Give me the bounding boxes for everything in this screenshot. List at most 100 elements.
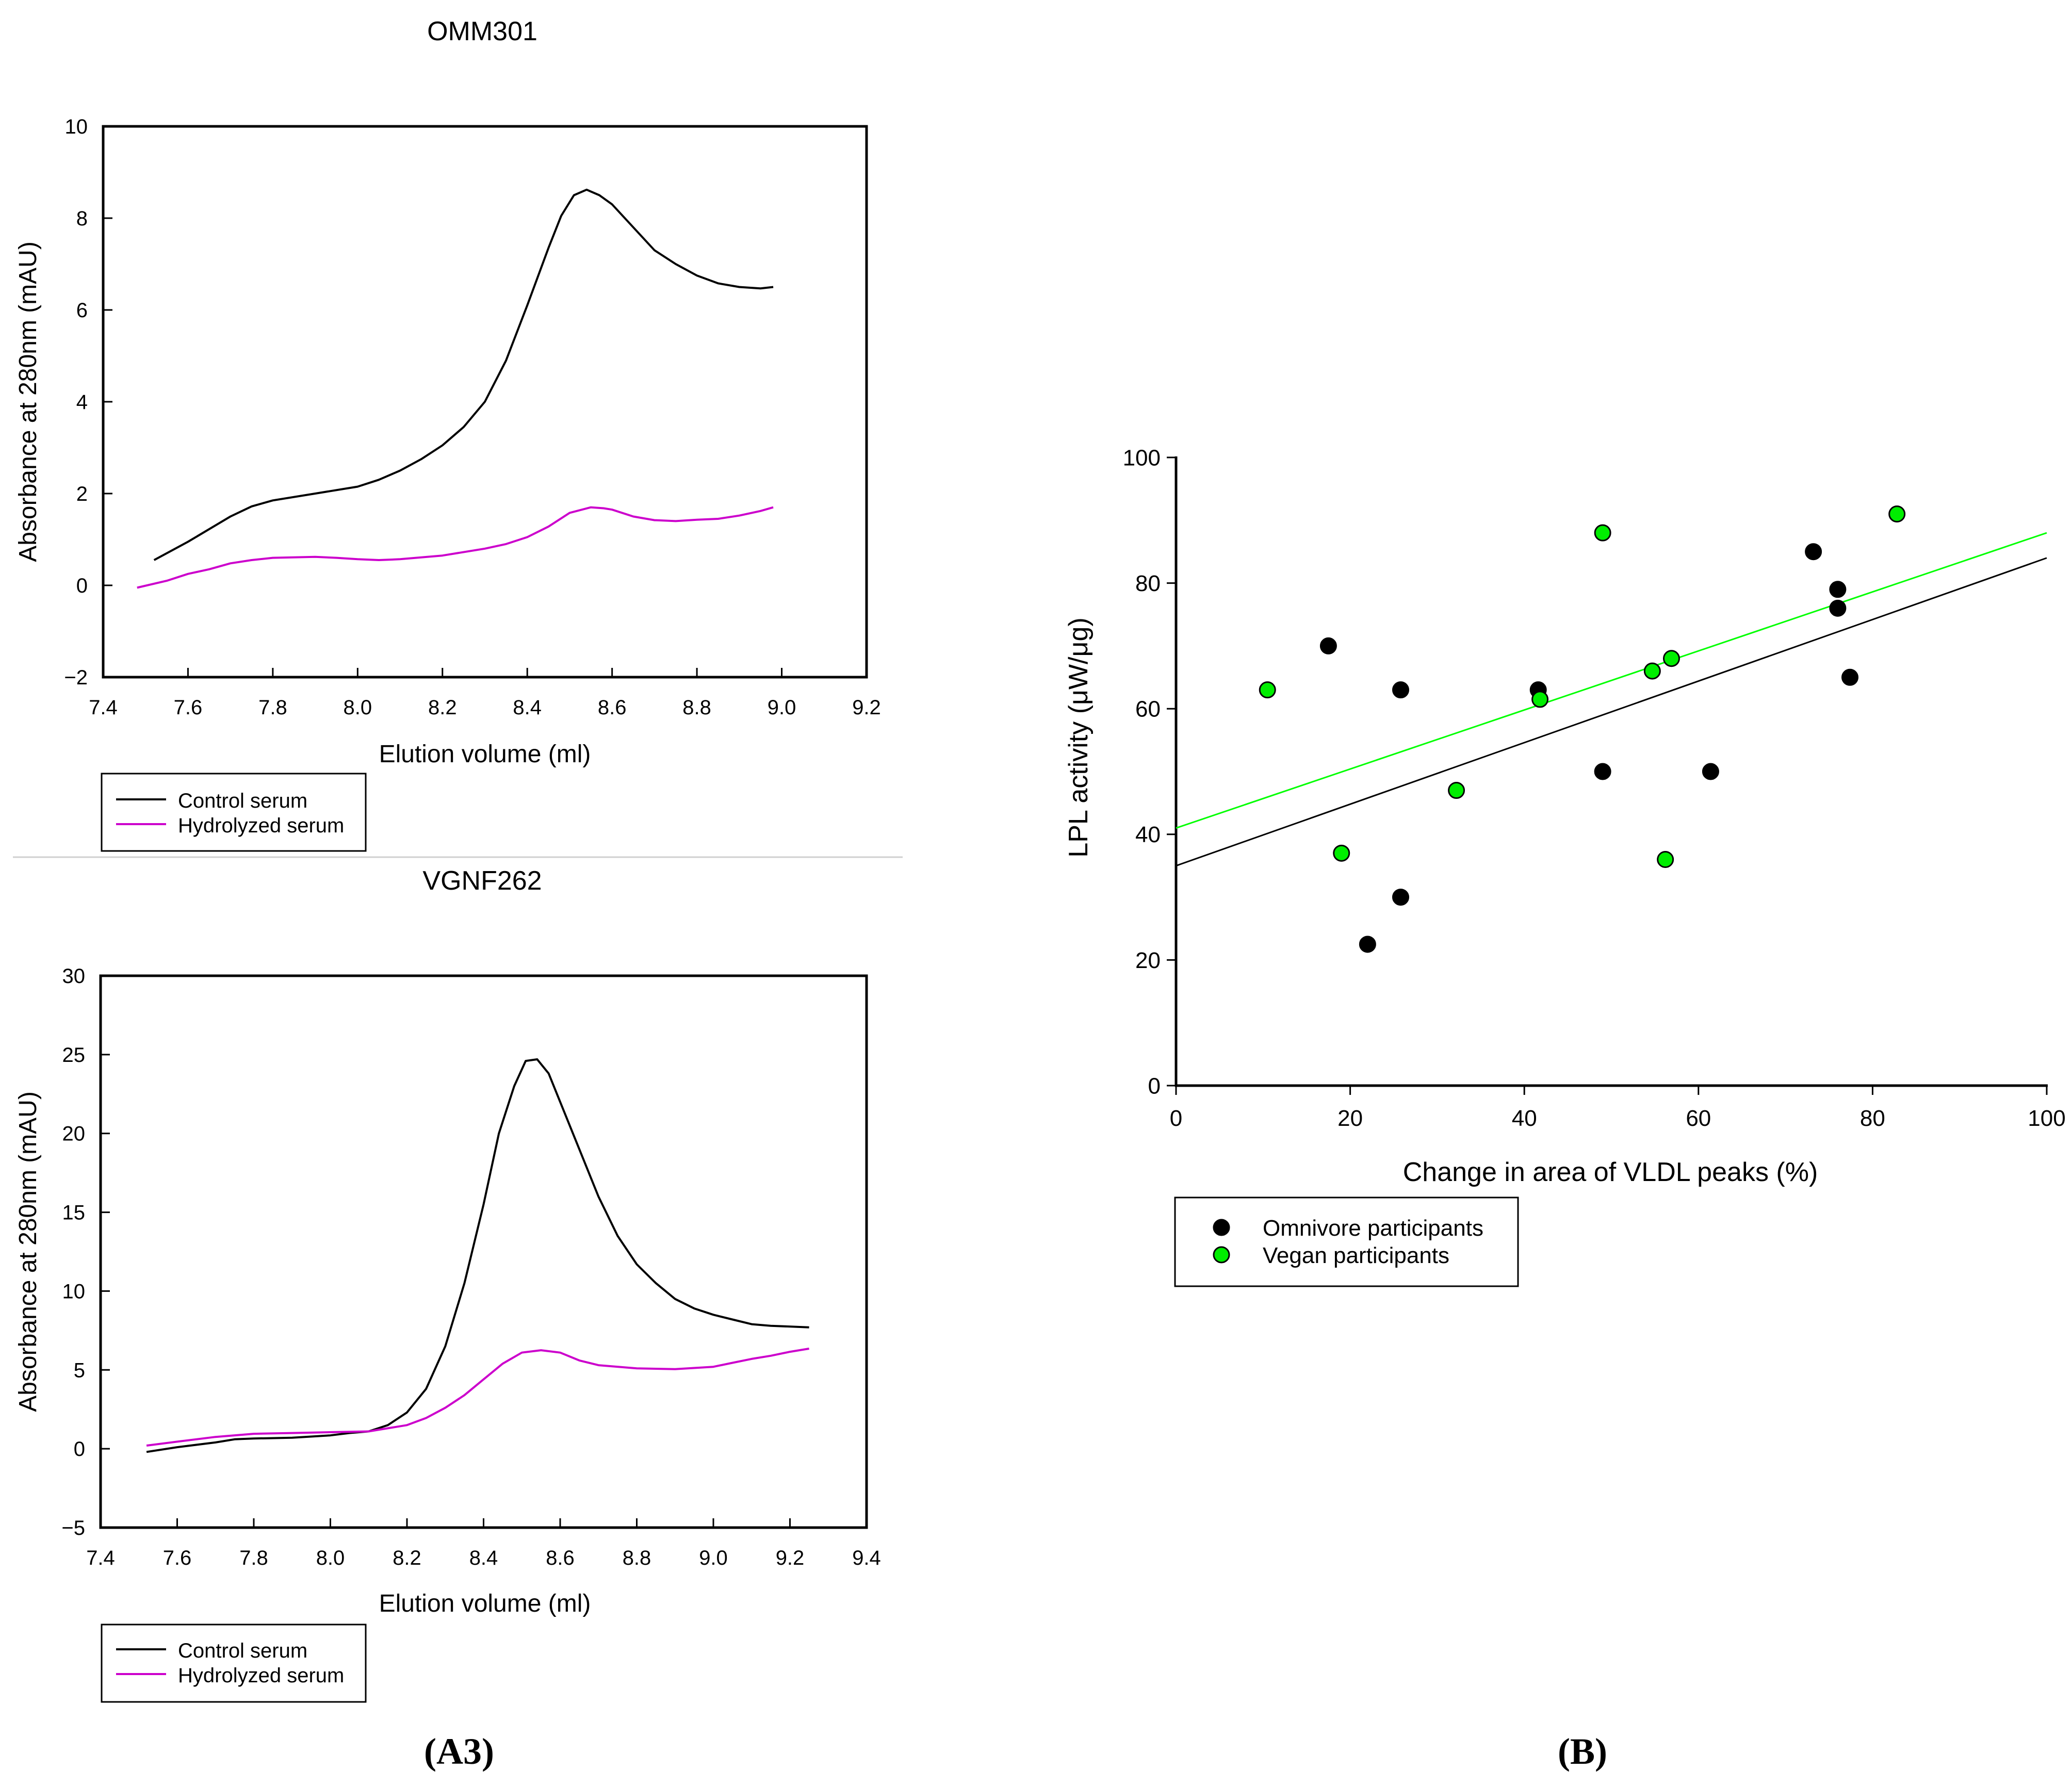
y-tick-label: 80: [1135, 571, 1161, 596]
data-point-vegan: [1448, 782, 1465, 799]
x-tick-label: 8.8: [623, 1547, 651, 1569]
regression-line-omnivore: [1176, 557, 2047, 867]
data-point-vegan: [1333, 844, 1350, 862]
legend-box: [101, 1624, 367, 1703]
x-tick-label: 8.4: [469, 1547, 498, 1569]
y-tick-label: 0: [74, 1438, 85, 1461]
legend-box: [1174, 1196, 1519, 1287]
x-axis: 0 20 40 60 80 100: [1170, 1086, 2066, 1131]
x-tick-label: 8.8: [682, 696, 711, 719]
series-line-hydrolyzed: [146, 1348, 809, 1447]
legend-label-hydrolyzed: Hydrolyzed serum: [178, 1664, 344, 1687]
y-tick-label: 15: [62, 1202, 86, 1224]
chart-title: OMM301: [427, 17, 537, 46]
legend-box: [101, 773, 367, 852]
y-axis-label: LPL activity (μW/μg): [1064, 617, 1094, 857]
x-tick-label: 7.8: [239, 1547, 268, 1569]
x-tick-label: 80: [1860, 1106, 1885, 1131]
plot-lines: [137, 188, 774, 589]
x-tick-label: 8.2: [428, 696, 457, 719]
chart-lpl-scatter: 0 20 40 60 80 100 0 20 40 60 80 100 Change in area…: [1064, 445, 2066, 1287]
regression-line-vegan: [1176, 532, 2047, 829]
x-tick-label: 9.2: [852, 696, 881, 719]
x-tick-label: 60: [1686, 1106, 1711, 1131]
legend-label-omnivore: Omnivore participants: [1263, 1216, 1483, 1241]
x-tick-label: 7.4: [89, 696, 118, 719]
legend-label-vegan: Vegan participants: [1263, 1243, 1449, 1268]
series-line-control: [153, 188, 774, 561]
series-line-control: [146, 1058, 809, 1453]
x-tick-label: 100: [2028, 1106, 2065, 1131]
x-tick-label: 20: [1337, 1106, 1363, 1131]
y-tick-label: 6: [76, 299, 88, 322]
y-axis: −5 0 5 10 15 20 25 30: [61, 965, 110, 1539]
data-point-vegan: [1531, 691, 1549, 708]
x-axis-label: Elution volume (ml): [379, 741, 591, 768]
y-axis: 0 20 40 60 80 100: [1123, 445, 1176, 1099]
y-tick-label: −5: [61, 1517, 85, 1539]
panel-label-a: (A3): [424, 1731, 494, 1772]
x-axis: 7.4 7.6 7.8 8.0 8.2 8.4 8.6 8.8 9.0 9.2: [89, 668, 881, 719]
data-point-omnivore: [1805, 543, 1822, 561]
plot-lines: [146, 1058, 809, 1453]
x-axis: 7.4 7.6 7.8 8.0 8.2 8.4 8.6 8.8 9.0 9.2 9.4: [86, 1518, 881, 1569]
data-point-vegan: [1888, 505, 1906, 523]
data-point-vegan: [1643, 662, 1661, 680]
x-tick-label: 7.4: [86, 1547, 115, 1569]
x-tick-label: 8.6: [546, 1547, 575, 1569]
x-tick-label: 8.2: [393, 1547, 421, 1569]
regression-lines: [1176, 532, 2047, 867]
x-tick-label: 7.6: [163, 1547, 192, 1569]
legend-label-hydrolyzed: Hydrolyzed serum: [178, 814, 344, 837]
data-point-omnivore: [1829, 581, 1847, 598]
x-tick-label: 8.0: [344, 696, 372, 719]
data-point-vegan: [1594, 524, 1611, 542]
data-point-omnivore: [1392, 681, 1410, 699]
y-tick-label: 0: [76, 575, 88, 597]
data-point-omnivore: [1702, 763, 1719, 780]
legend: Control serum Hydrolyzed serum: [101, 773, 367, 852]
plot-frame: [99, 974, 868, 1529]
data-point-omnivore: [1594, 763, 1611, 780]
legend: Control serum Hydrolyzed serum: [101, 1624, 367, 1703]
legend-label-control: Control serum: [178, 790, 307, 812]
x-tick-label: 8.4: [513, 696, 542, 719]
series-line-hydrolyzed: [137, 506, 774, 589]
chart-vgnf262: VGNF262 −5 0 5 10 15 20 25 30 7.4 7.6 7.8 8.0 8.2 8.…: [14, 866, 881, 1703]
x-tick-label: 40: [1512, 1106, 1537, 1131]
y-axis-label: Absorbance at 280nm (mAU): [14, 1091, 42, 1412]
x-tick-label: 9.0: [768, 696, 796, 719]
y-tick-label: 8: [76, 207, 88, 230]
x-tick-label: 8.6: [598, 696, 627, 719]
data-point-omnivore: [1359, 936, 1376, 953]
chart-omm301: OMM301 −2 0 2 4 6 8 10 7.4 7.6 7.8 8.0 8.2 8.4 8.6 8.…: [14, 17, 881, 852]
data-point-omnivore: [1319, 637, 1337, 654]
x-axis-label: Change in area of VLDL peaks (%): [1403, 1157, 1818, 1187]
y-tick-label: −2: [64, 666, 88, 689]
y-axis: −2 0 2 4 6 8 10: [64, 116, 112, 689]
data-point-omnivore: [1829, 599, 1847, 617]
x-tick-label: 8.0: [316, 1547, 345, 1569]
y-tick-label: 60: [1135, 697, 1161, 722]
x-tick-label: 7.8: [258, 696, 287, 719]
y-tick-label: 4: [76, 391, 88, 414]
data-point-vegan: [1657, 851, 1674, 868]
y-axis-label: Absorbance at 280nm (mAU): [14, 241, 42, 562]
x-tick-label: 0: [1170, 1106, 1182, 1131]
y-tick-label: 20: [62, 1123, 86, 1145]
y-tick-label: 20: [1135, 948, 1161, 973]
y-tick-label: 25: [62, 1044, 86, 1067]
panel-label-b: (B): [1558, 1731, 1607, 1772]
chart-title: VGNF262: [422, 866, 542, 896]
scatter-points: [1259, 505, 1906, 953]
y-tick-label: 100: [1123, 445, 1161, 470]
legend-label-control: Control serum: [178, 1640, 307, 1662]
y-tick-label: 40: [1135, 822, 1161, 847]
y-tick-label: 10: [65, 116, 88, 138]
y-tick-label: 2: [76, 483, 88, 505]
data-point-vegan: [1259, 681, 1276, 699]
legend-marker-vegan: [1213, 1246, 1230, 1264]
x-tick-label: 9.4: [852, 1547, 881, 1569]
y-tick-label: 5: [74, 1359, 85, 1382]
